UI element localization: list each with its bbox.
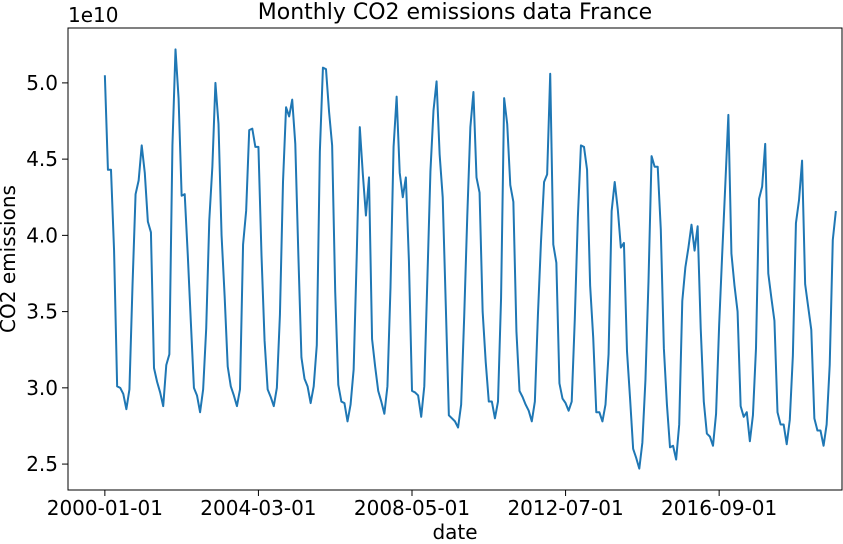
plot-frame [67,27,843,491]
y-tick-label: 5.0 [26,71,58,95]
x-axis-label: date [432,520,477,544]
x-tick-label: 2000-01-01 [47,496,163,520]
series-line [103,48,837,470]
y-axis: 2.5 3.0 3.5 4.0 4.5 5.0 [26,71,68,476]
x-axis: 2000-01-01 2004-03-01 2008-05-01 2012-07-01… [47,490,777,520]
y-tick-label: 3.0 [26,376,58,400]
y-tick-label: 4.0 [26,223,58,247]
x-tick-label: 2008-05-01 [354,496,470,520]
x-tick-label: 2016-09-01 [661,496,777,520]
x-tick-label: 2004-03-01 [200,496,316,520]
y-tick-label: 4.5 [26,147,58,171]
y-tick-label: 2.5 [26,452,58,476]
chart-title: Monthly CO2 emissions data France [258,0,652,25]
y-tick-label: 3.5 [26,300,58,324]
y-offset-label: 1e10 [68,3,118,27]
y-axis-label: CO2 emissions [0,185,20,333]
x-tick-label: 2012-07-01 [507,496,623,520]
